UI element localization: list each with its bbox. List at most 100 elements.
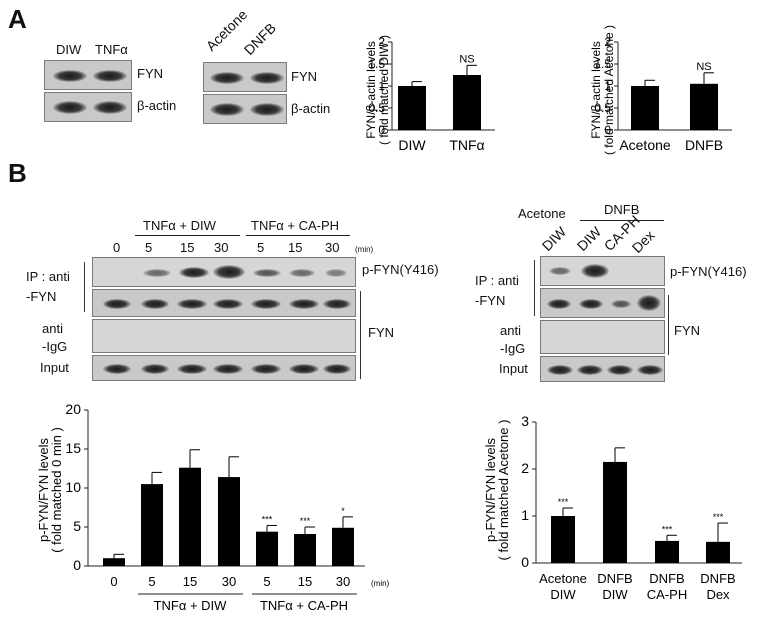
x-tick-label: Acetone (539, 571, 587, 586)
bar (141, 484, 163, 566)
x-tick-label: 30 (222, 574, 236, 589)
x-tick-label: DIW (398, 137, 426, 153)
bar (655, 540, 679, 563)
y-axis-label: p-FYN/FYN levels (36, 437, 51, 542)
bar (179, 467, 201, 566)
row-label-ip: IP : anti -FYN (26, 269, 70, 304)
blot-b-right-fyn (540, 288, 665, 318)
row-label-input: Input (40, 360, 69, 375)
group-label-tnfa-diw: TNFα + DIW (143, 218, 216, 233)
header-dnfb-line (580, 220, 664, 221)
bar (256, 531, 278, 566)
bar (453, 75, 481, 130)
blot-b-right-pfyn (540, 256, 665, 286)
x-tick-label: 15 (298, 574, 312, 589)
y-tick-label: 0 (378, 123, 385, 137)
blot-b-left-input (92, 355, 356, 381)
fyn-bracket-r (668, 295, 669, 355)
y-tick-label: 2 (378, 35, 385, 49)
panel-label-b: B (8, 158, 27, 188)
blot-b-left-pfyn (92, 257, 356, 287)
bar (690, 83, 718, 130)
significance-label: *** (713, 512, 724, 522)
x-tick-label: 5 (148, 574, 155, 589)
y-axis-label: ( fold matched 0 min ) (49, 427, 64, 553)
x-tick-label: Dex (706, 587, 730, 602)
x-tick-label: DIW (550, 587, 576, 602)
significance-label: *** (558, 497, 569, 507)
unit-label: (min) (355, 245, 374, 254)
right-label-pfyn: p-FYN(Y416) (362, 262, 439, 277)
y-tick-label: 1 (521, 507, 529, 523)
significance-label: * (341, 506, 345, 516)
lane-label-diw: DIW (56, 42, 82, 57)
y-tick-label: 0 (73, 557, 81, 573)
significance-label: *** (662, 524, 673, 534)
y-tick-label: 1.5 (594, 57, 611, 71)
row-label-actin-a2: β-actin (291, 101, 331, 116)
group-line-caph (246, 235, 350, 236)
y-tick-label: 0 (604, 123, 611, 137)
bar (218, 477, 240, 566)
row-label-ip-r: IP : anti -FYN (475, 273, 519, 308)
y-tick-label: 0.5 (368, 101, 385, 115)
row-label-fyn-a1: FYN (137, 66, 163, 81)
y-tick-label: 20 (65, 401, 81, 417)
right-label-fyn-r: FYN (674, 323, 700, 338)
bar (294, 534, 316, 566)
unit-label: (min) (371, 579, 390, 588)
x-tick-label: DNFB (649, 571, 684, 586)
lane-label-acetone-b: Acetone (518, 206, 566, 221)
group-line-diw (135, 235, 240, 236)
x-tick-label: DNFB (700, 571, 735, 586)
blot-b-left-fyn (92, 289, 356, 317)
bar (706, 541, 730, 563)
y-tick-label: 5 (73, 518, 81, 534)
row-label-input-r: Input (499, 361, 528, 376)
panel-label-a: A (8, 4, 27, 34)
blot-b-right-igg (540, 320, 665, 354)
significance-label: *** (262, 514, 273, 524)
bar (103, 558, 125, 566)
y-axis-label: ( fold matched DIW ) (377, 35, 391, 145)
time-label: 0 (113, 240, 121, 255)
x-tick-label: 5 (263, 574, 270, 589)
row-label-igg: anti -IgG (42, 321, 68, 354)
time-label: 15 (180, 240, 195, 255)
lane-label-tnfa: TNFα (95, 42, 128, 57)
group-label-tnfa-caph: TNFα + CA-PH (251, 218, 340, 233)
x-tick-label: 15 (183, 574, 197, 589)
row-label-actin-a1: β-actin (137, 98, 177, 113)
y-tick-label: 0 (521, 554, 529, 570)
y-axis-label: FYN/β-actin levels (589, 41, 603, 139)
blot-a2-actin (203, 94, 287, 124)
time-label: 30 (214, 240, 229, 255)
y-axis-label: FYN/β-actin levels (364, 41, 378, 139)
y-axis-label: ( fold matched Acetone ) (496, 420, 511, 561)
y-axis-label: p-FYN/FYN levels (483, 437, 498, 542)
bar (551, 516, 575, 563)
y-tick-label: 3 (521, 413, 529, 429)
group-label: TNFα + CA-PH (260, 598, 348, 613)
bar (603, 461, 627, 563)
blot-a1-actin (44, 92, 132, 122)
significance-label: NS (459, 53, 474, 65)
x-tick-label: CA-PH (647, 587, 687, 602)
y-tick-label: 2 (604, 35, 611, 49)
time-label: 5 (145, 240, 153, 255)
row-label-fyn-a2: FYN (291, 69, 317, 84)
ip-bracket (84, 262, 85, 312)
y-tick-label: 1 (604, 79, 611, 93)
x-tick-label: DNFB (597, 571, 632, 586)
y-tick-label: 1.5 (368, 57, 385, 71)
x-tick-label: DIW (602, 587, 628, 602)
y-tick-label: 0.5 (594, 101, 611, 115)
right-label-pfyn-r: p-FYN(Y416) (670, 264, 747, 279)
y-axis-label: ( fold matched Acetone ) (602, 25, 616, 155)
time-label: 15 (288, 240, 303, 255)
significance-label: *** (300, 516, 311, 526)
y-tick-label: 10 (65, 479, 81, 495)
